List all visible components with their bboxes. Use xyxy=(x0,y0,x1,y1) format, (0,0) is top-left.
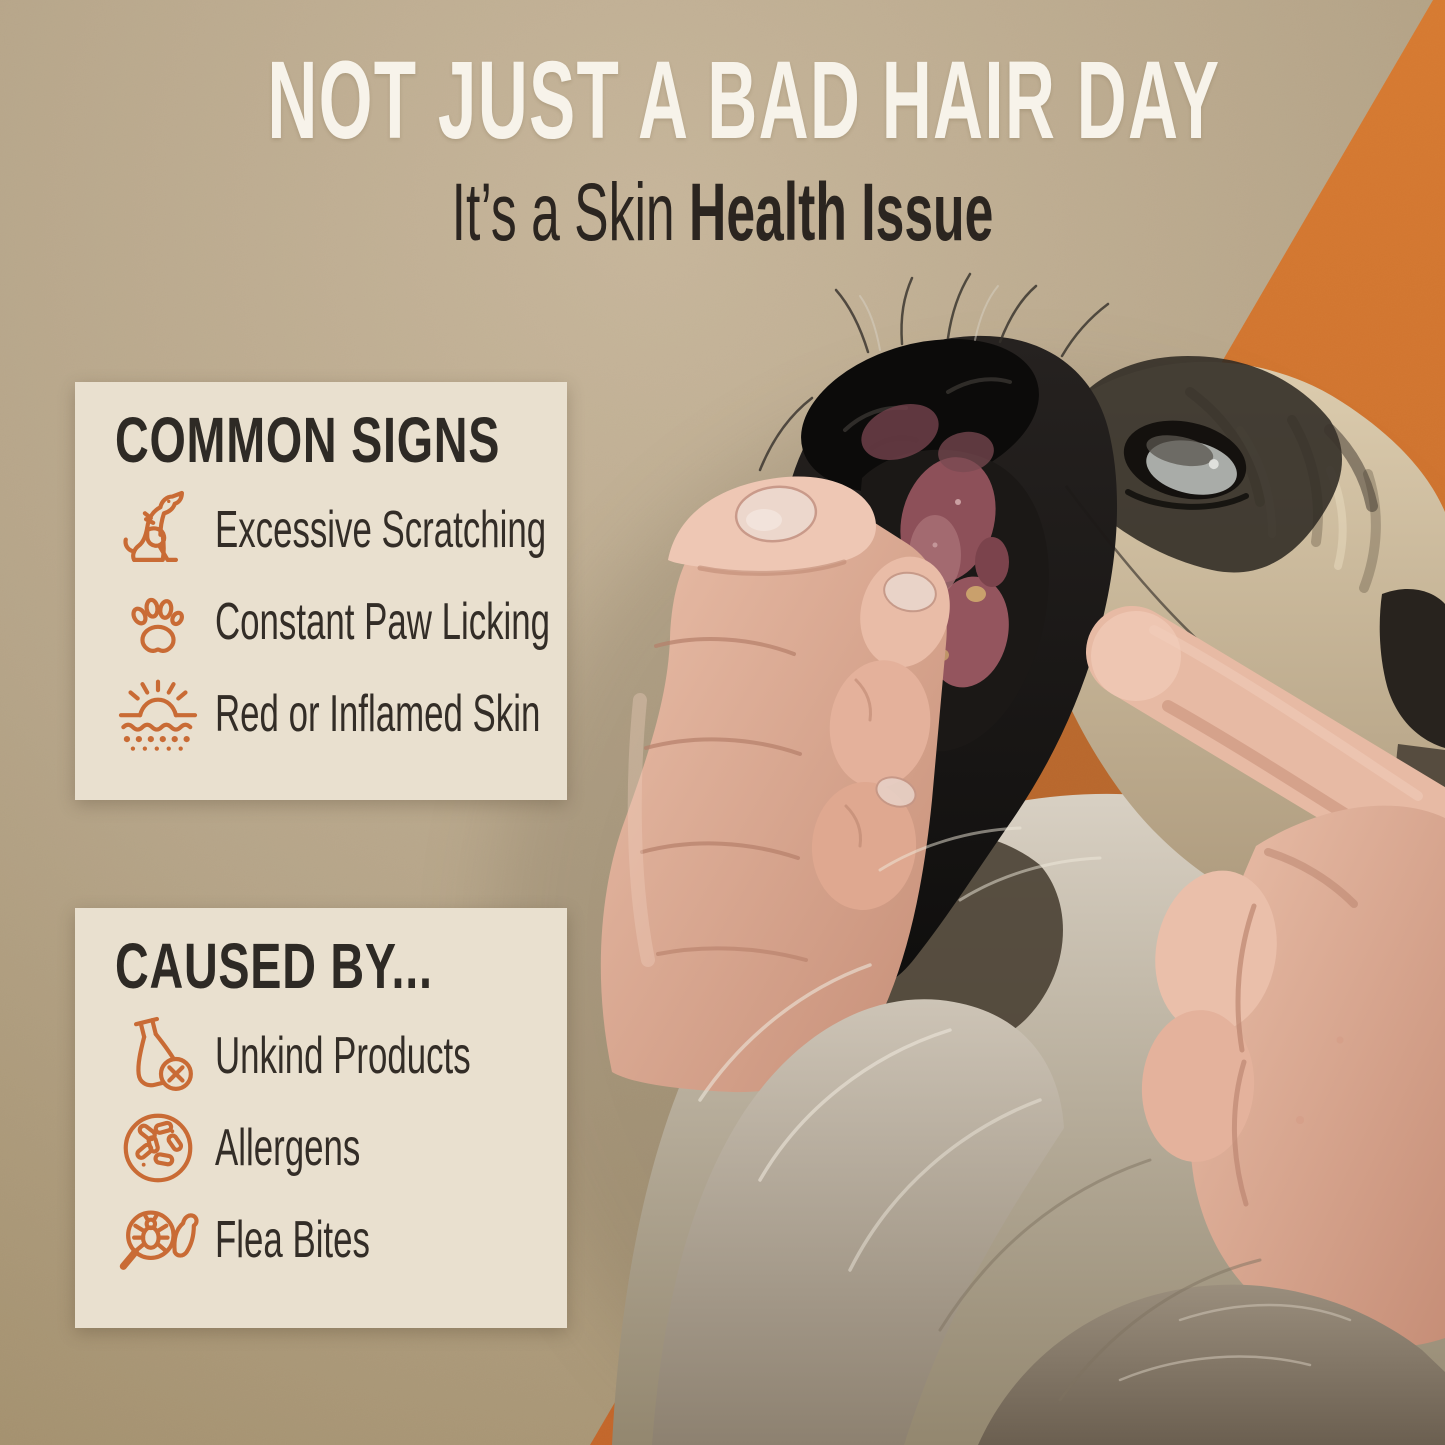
pug-photo-illustration xyxy=(600,272,1445,1445)
irritated-skin-patches xyxy=(861,403,1009,688)
sign-label: Constant Paw Licking xyxy=(215,593,551,651)
sign-label: Red or Inflamed Skin xyxy=(215,685,541,743)
dog-fur-bottom-right xyxy=(978,1284,1445,1445)
dog-ear xyxy=(1379,589,1445,748)
header: NOT JUST A BAD HAIR DAY It’s a Skin Heal… xyxy=(0,46,1445,254)
subtitle-emphasis: Health Issue xyxy=(689,167,994,258)
list-item: Constant Paw Licking xyxy=(115,576,567,668)
common-signs-panel: COMMON SIGNS Excessive Scratching xyxy=(75,382,567,800)
list-item: Unkind Products xyxy=(115,1010,567,1102)
dog-chest-fur-front xyxy=(652,999,1064,1445)
dog-eye xyxy=(1123,420,1247,500)
signs-panel-heading: COMMON SIGNS xyxy=(115,404,501,476)
cause-label: Unkind Products xyxy=(215,1027,471,1085)
list-item: Excessive Scratching xyxy=(115,484,567,576)
whiskers xyxy=(758,272,1110,472)
index-finger-nail xyxy=(883,571,937,613)
page-subtitle: It’s a Skin Health Issue xyxy=(267,172,1177,254)
cause-label: Flea Bites xyxy=(215,1211,370,1269)
irritated-skin-icon xyxy=(115,671,201,757)
right-hand xyxy=(1086,606,1445,1348)
subtitle-prefix: It’s a Skin xyxy=(451,167,690,258)
paw-print-icon xyxy=(115,579,201,665)
flea-magnifier-icon xyxy=(115,1197,201,1283)
list-item: Allergens xyxy=(115,1102,567,1194)
caused-by-panel: CAUSED BY... Unkind Products xyxy=(75,908,567,1328)
page-title: NOT JUST A BAD HAIR DAY xyxy=(267,39,1221,162)
left-hand xyxy=(600,476,950,1093)
microbes-icon xyxy=(115,1105,201,1191)
scratching-dog-icon xyxy=(115,487,201,573)
causes-panel-heading: CAUSED BY... xyxy=(115,930,433,1002)
cause-label: Allergens xyxy=(215,1119,361,1177)
list-item: Flea Bites xyxy=(115,1194,567,1286)
flask-x-icon xyxy=(115,1013,201,1099)
fur-texture xyxy=(698,826,1352,1402)
sign-label: Excessive Scratching xyxy=(215,501,547,559)
list-item: Red or Inflamed Skin xyxy=(115,668,567,760)
